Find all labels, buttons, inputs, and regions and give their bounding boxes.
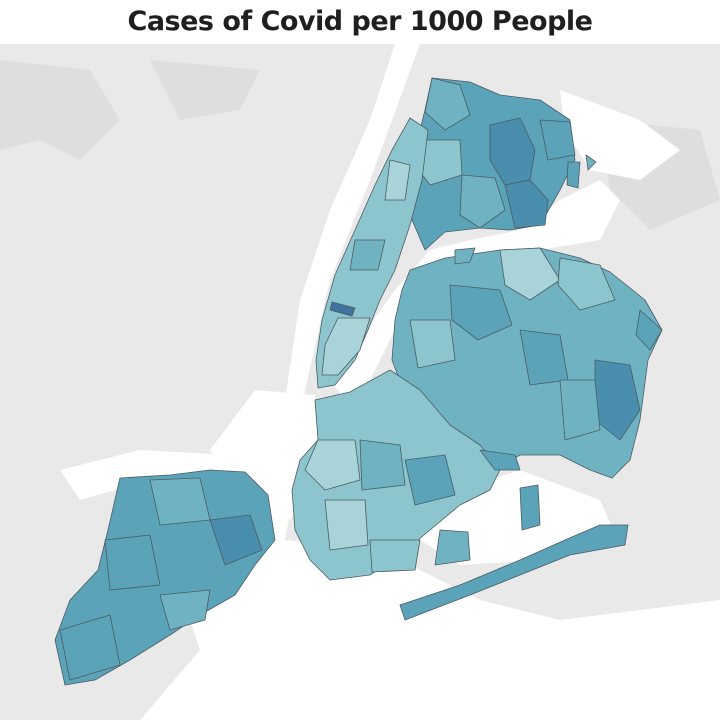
land-shading [0, 60, 120, 160]
region-queens[interactable] [391, 247, 663, 479]
map-title: Cases of Covid per 1000 People [127, 5, 593, 37]
lower-bay [140, 540, 720, 720]
region-rockaway[interactable] [399, 484, 629, 621]
region-bronx[interactable] [409, 77, 597, 251]
land-shading [150, 60, 260, 120]
region-brooklyn[interactable] [291, 369, 521, 581]
choropleth-map [0, 44, 720, 720]
region-staten-island[interactable] [54, 469, 276, 686]
east-river [330, 180, 620, 400]
region-manhattan[interactable] [315, 117, 429, 389]
